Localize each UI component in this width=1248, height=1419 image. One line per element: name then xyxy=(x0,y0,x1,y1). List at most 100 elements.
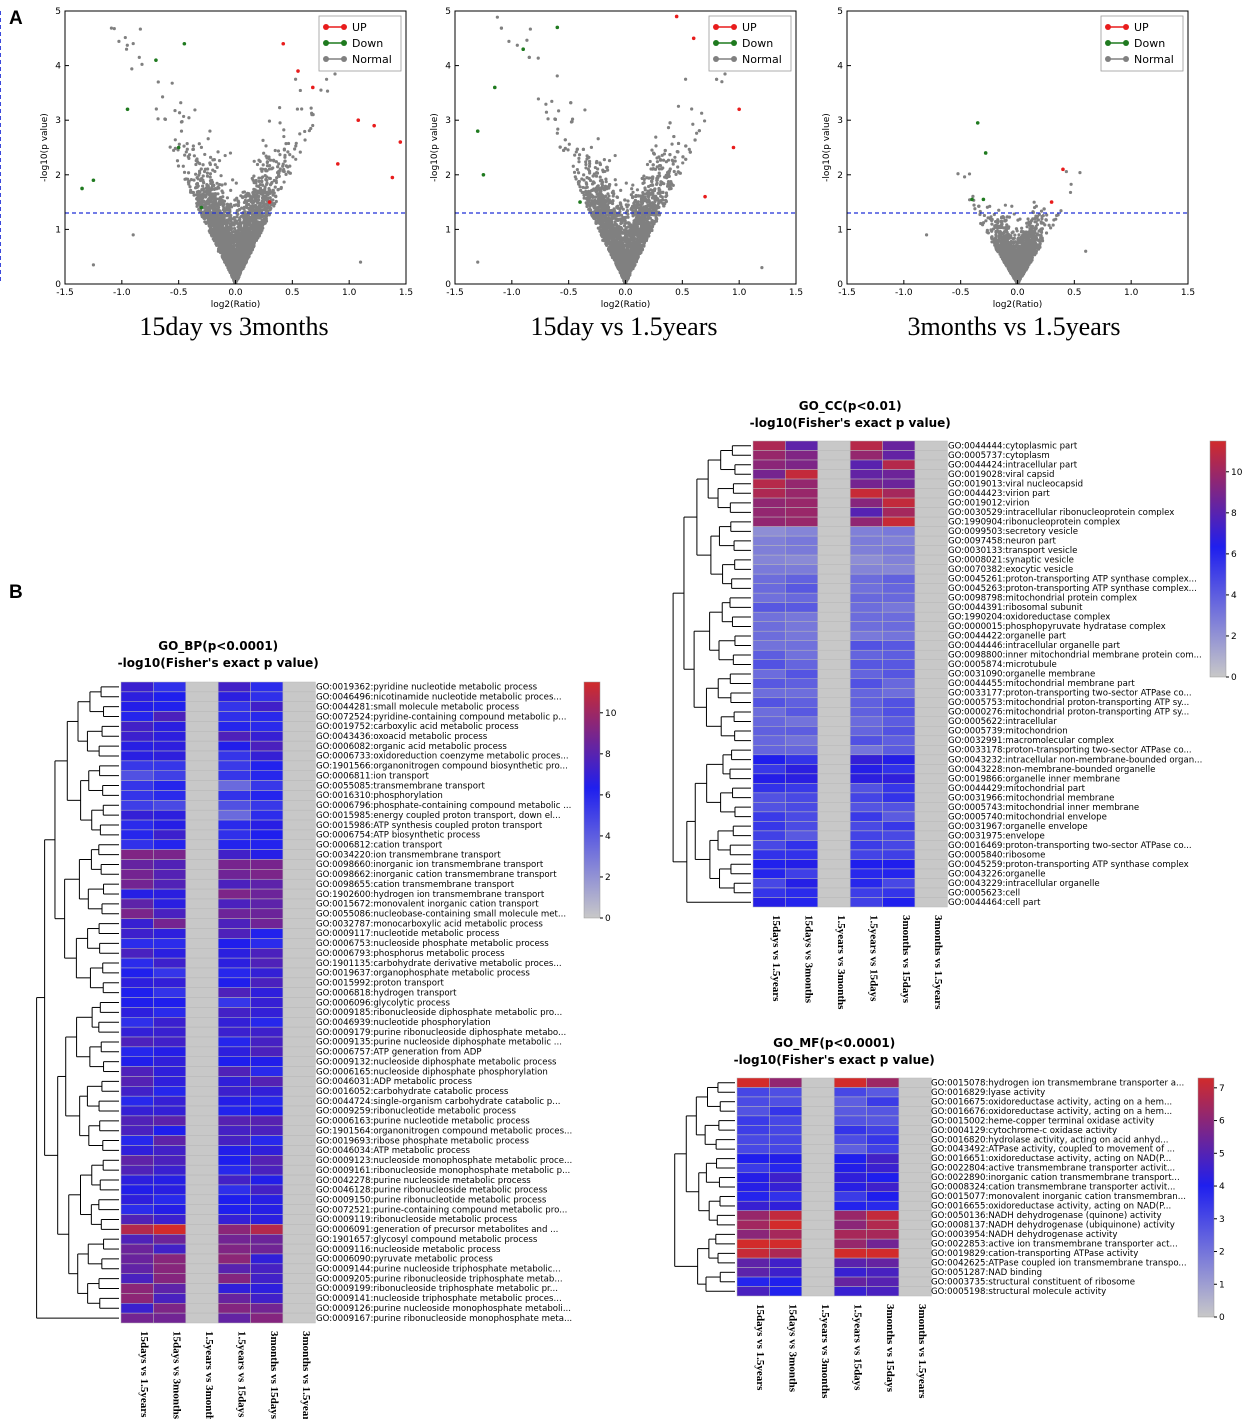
normal-point xyxy=(271,166,275,170)
down-point xyxy=(0,0,2,2)
normal-point xyxy=(236,277,240,281)
up-point xyxy=(0,0,2,2)
normal-point xyxy=(251,195,255,199)
down-point xyxy=(0,0,2,2)
normal-point xyxy=(208,179,213,183)
normal-point xyxy=(229,244,234,249)
normal-point xyxy=(195,182,199,186)
down-point xyxy=(0,0,2,2)
down-point xyxy=(0,0,2,2)
normal-point xyxy=(267,176,271,180)
down-point xyxy=(0,0,2,2)
normal-point xyxy=(228,268,232,272)
down-point xyxy=(0,0,2,2)
down-point xyxy=(0,0,2,2)
down-point xyxy=(0,0,2,2)
up-point xyxy=(0,0,2,2)
normal-point xyxy=(201,163,205,167)
legend-marker xyxy=(341,24,347,30)
normal-point xyxy=(194,172,198,176)
up-point xyxy=(0,0,2,2)
normal-point xyxy=(212,204,216,209)
normal-point xyxy=(198,178,203,183)
normal-point xyxy=(267,167,272,171)
normal-point xyxy=(298,88,302,93)
normal-point xyxy=(208,129,212,133)
down-point xyxy=(0,0,2,2)
down-point xyxy=(0,0,2,2)
up-point xyxy=(0,0,2,2)
normal-point xyxy=(276,149,281,153)
normal-point xyxy=(310,111,314,115)
down-point xyxy=(91,178,96,183)
normal-point xyxy=(238,260,242,264)
normal-point xyxy=(261,163,265,167)
up-point xyxy=(0,0,2,2)
down-point xyxy=(0,0,2,2)
normal-point xyxy=(263,195,267,199)
normal-point xyxy=(221,226,225,230)
down-point xyxy=(0,0,2,2)
y-tick-label: 3 xyxy=(55,116,61,126)
up-point xyxy=(0,0,2,2)
up-point xyxy=(0,0,2,2)
normal-point xyxy=(263,173,267,178)
normal-point xyxy=(140,62,144,66)
up-point xyxy=(0,0,2,2)
up-point xyxy=(0,0,2,2)
down-point xyxy=(0,0,2,2)
down-point xyxy=(0,0,2,2)
up-point xyxy=(0,0,2,2)
up-point xyxy=(0,0,2,2)
up-point xyxy=(0,0,2,2)
up-point xyxy=(0,0,2,2)
normal-point xyxy=(205,189,209,193)
up-point xyxy=(0,0,2,2)
up-point xyxy=(0,0,2,2)
normal-point xyxy=(154,107,158,111)
up-point xyxy=(0,0,2,2)
normal-point xyxy=(182,144,186,148)
normal-point xyxy=(245,237,249,241)
down-point xyxy=(0,0,2,2)
volcano-caption-3: 3months vs 1.5years xyxy=(907,312,1121,341)
normal-point xyxy=(263,167,268,171)
normal-point xyxy=(229,236,233,240)
up-point xyxy=(0,0,2,2)
normal-point xyxy=(195,197,199,201)
normal-point xyxy=(248,251,252,255)
scatter-points xyxy=(0,0,403,284)
up-point xyxy=(0,0,2,2)
normal-point xyxy=(256,212,260,217)
up-point xyxy=(0,0,2,2)
normal-point xyxy=(278,106,282,110)
normal-point xyxy=(112,27,116,31)
down-point xyxy=(0,0,2,2)
normal-point xyxy=(254,197,258,202)
up-point xyxy=(0,0,2,2)
normal-point xyxy=(583,108,587,112)
up-point xyxy=(0,0,2,2)
up-point xyxy=(372,123,376,128)
normal-point xyxy=(210,234,214,238)
normal-point xyxy=(184,150,188,154)
y-tick-label: 2 xyxy=(55,171,61,181)
normal-point xyxy=(254,178,258,183)
up-point xyxy=(0,0,2,2)
up-point xyxy=(0,0,2,2)
up-point xyxy=(0,0,2,2)
normal-point xyxy=(574,150,578,154)
normal-point xyxy=(284,172,288,177)
up-point xyxy=(0,0,2,2)
down-point xyxy=(0,0,2,2)
down-point xyxy=(0,0,2,2)
up-point xyxy=(0,0,2,2)
normal-point xyxy=(226,228,231,233)
up-point xyxy=(0,0,2,2)
up-point xyxy=(0,0,2,2)
normal-point xyxy=(241,214,245,218)
down-point xyxy=(0,0,2,2)
up-point xyxy=(0,0,2,2)
normal-point xyxy=(236,225,240,229)
